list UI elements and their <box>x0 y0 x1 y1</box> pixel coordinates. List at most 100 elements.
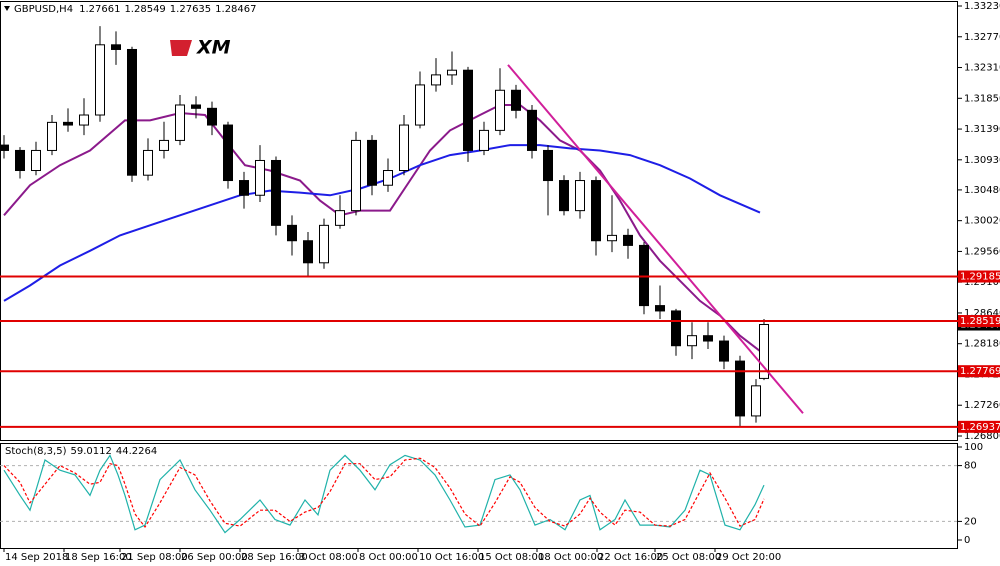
candle-body <box>655 305 665 312</box>
candle-body <box>703 335 713 342</box>
x-tick-label: 18 Sep 16:00 <box>65 552 132 563</box>
x-tick-label: 14 Sep 2018 <box>5 552 68 563</box>
level-label-box <box>958 365 1000 378</box>
candle-body <box>127 48 137 176</box>
candle-body <box>255 159 265 196</box>
candle-body <box>687 335 697 347</box>
x-tick-label: 3 Oct 08:00 <box>299 552 358 563</box>
y-tick-label: 20 <box>964 516 977 527</box>
candle-body <box>63 121 73 126</box>
candle-body <box>351 139 361 212</box>
candle-body <box>415 84 425 126</box>
candle-body <box>223 124 233 182</box>
candle-body <box>239 180 249 196</box>
y-tick-label: 1.30480 <box>964 185 1000 196</box>
y-tick-label: 1.28180 <box>964 339 1000 350</box>
candle-body <box>527 109 537 151</box>
candle-body <box>143 149 153 176</box>
x-tick-label: 8 Oct 00:00 <box>359 552 418 563</box>
x-tick-label: 18 Oct 00:00 <box>538 552 603 563</box>
candle-body <box>287 224 297 242</box>
candle-body <box>159 139 169 151</box>
candle-body <box>191 104 201 109</box>
candle-body <box>719 340 729 362</box>
level-label: 1.26937 <box>960 422 1000 433</box>
candle-body <box>319 224 329 264</box>
open: 1.27661 <box>79 4 120 15</box>
logo-text: XM <box>196 37 231 59</box>
x-tick-label: 28 Sep 16:00 <box>241 552 308 563</box>
candle-body <box>495 89 505 131</box>
stoch-header: Stoch(8,3,5) 59.0112 44.2264 <box>5 446 157 457</box>
candle-body <box>671 310 681 347</box>
candle-body <box>751 385 761 417</box>
x-tick-label: 21 Sep 08:00 <box>121 552 188 563</box>
stoch-line <box>3 457 765 529</box>
y-tick-label: 1.29100 <box>964 277 1000 288</box>
candle-body <box>479 129 489 151</box>
y-tick-label: 1.30930 <box>964 155 1000 166</box>
candle-body <box>15 149 25 172</box>
candle-body <box>335 210 345 226</box>
candle-body <box>79 114 89 126</box>
x-tick-label: 15 Oct 08:00 <box>479 552 544 563</box>
y-tick-label: 0 <box>964 535 970 546</box>
y-tick-label: 1.26800 <box>964 431 1000 442</box>
y-tick-label: 1.31390 <box>964 124 1000 135</box>
candle-body <box>383 170 393 186</box>
x-tick-label: 10 Oct 16:00 <box>419 552 484 563</box>
candle-body <box>47 121 57 151</box>
candle-body <box>0 144 9 151</box>
high: 1.28549 <box>124 4 165 15</box>
candle-body <box>511 89 521 111</box>
level-label: 1.29185 <box>960 272 1000 283</box>
y-tick-label: 1.32310 <box>964 63 1000 74</box>
symbol: GBPUSD,H4 <box>14 4 73 15</box>
candle-body <box>271 159 281 226</box>
x-tick-label: 26 Sep 00:00 <box>181 552 248 563</box>
candle-body <box>207 107 217 126</box>
close: 1.28467 <box>215 4 256 15</box>
candle-body <box>639 244 649 307</box>
y-tick-label: 1.28640 <box>964 308 1000 319</box>
candle-body <box>31 149 41 172</box>
candle-body <box>575 180 585 212</box>
stoch-signal-value: 44.2264 <box>116 446 157 457</box>
y-tick-label: 1.30020 <box>964 216 1000 227</box>
y-tick-label: 1.32770 <box>964 32 1000 43</box>
y-tick-label: 1.33230 <box>964 1 1000 12</box>
candle-body <box>463 69 473 151</box>
candle-body <box>175 104 185 141</box>
candle-body <box>95 44 105 116</box>
stoch-main-value: 59.0112 <box>70 446 111 457</box>
y-tick-label: 1.29560 <box>964 246 1000 257</box>
candle-body <box>559 180 569 212</box>
stoch-frame <box>0 443 958 549</box>
x-tick-label: 22 Oct 16:00 <box>598 552 663 563</box>
x-tick-label: 25 Oct 08:00 <box>656 552 721 563</box>
candle-body <box>367 139 377 186</box>
candle-body <box>607 234 617 242</box>
x-tick-label: 29 Oct 20:00 <box>716 552 781 563</box>
candle-body <box>399 124 409 172</box>
level-label: 1.27769 <box>960 366 1000 377</box>
candle-body <box>591 180 601 242</box>
level-label-box <box>958 420 1000 433</box>
xm-logo: XM <box>170 37 231 59</box>
candle-body <box>543 149 553 182</box>
level-label-box <box>958 270 1000 283</box>
y-tick-label: 100 <box>964 442 983 453</box>
candle-body <box>431 74 441 86</box>
main-frame <box>0 1 958 441</box>
symbol-icon <box>4 6 10 11</box>
candle-body <box>111 44 121 50</box>
stoch-line <box>3 454 765 534</box>
low: 1.27635 <box>170 4 211 15</box>
level-label-box <box>958 315 1000 328</box>
y-tick-label: 80 <box>964 461 977 472</box>
chart-header: GBPUSD,H4 1.27661 1.28549 1.27635 1.28467 <box>14 4 257 15</box>
candle-body <box>447 69 457 76</box>
y-tick-label: 1.31850 <box>964 93 1000 104</box>
stoch-title: Stoch(8,3,5) <box>5 446 67 457</box>
